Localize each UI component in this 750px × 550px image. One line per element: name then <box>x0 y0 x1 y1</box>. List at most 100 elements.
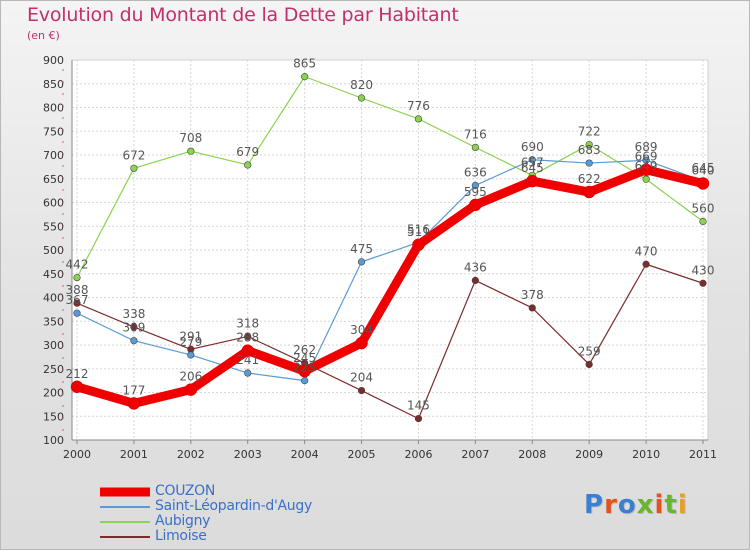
data-label-saint-leopardin-d-augy: 241 <box>236 353 259 367</box>
series-line-aubigny <box>76 76 704 279</box>
data-label-aubigny: 560 <box>692 202 715 216</box>
y-tick-label: 600 <box>43 197 64 210</box>
data-label-saint-leopardin-d-augy: 309 <box>122 321 145 335</box>
x-tick-label: 2010 <box>632 448 660 461</box>
data-point-saint-leopardin-d-augy <box>244 369 252 377</box>
data-label-couzon: 245 <box>293 351 316 365</box>
y-tick-label: 300 <box>43 339 64 352</box>
data-label-limoise: 262 <box>293 343 316 357</box>
data-point-aubigny <box>187 147 195 155</box>
data-point-couzon <box>582 185 596 199</box>
legend-item-aubigny: Aubigny <box>100 514 312 529</box>
data-label-limoise: 204 <box>350 371 373 385</box>
y-tick-label: 250 <box>43 363 64 376</box>
x-tick-label: 2003 <box>234 448 262 461</box>
y-tick-label: 850 <box>43 78 64 91</box>
data-point-limoise <box>73 299 81 307</box>
legend-item-limoise: Limoise <box>100 529 312 544</box>
data-label-aubigny: 776 <box>407 99 430 113</box>
data-point-limoise <box>244 332 252 341</box>
data-label-aubigny: 708 <box>179 131 202 145</box>
data-point-saint-leopardin-d-augy <box>73 309 81 317</box>
data-point-aubigny <box>73 273 81 282</box>
data-point-saint-leopardin-d-augy <box>585 159 593 167</box>
data-label-couzon: 595 <box>464 185 487 199</box>
data-point-limoise <box>642 260 650 268</box>
y-tick-label: 350 <box>43 315 64 328</box>
data-point-couzon <box>127 397 141 410</box>
data-point-couzon <box>526 174 539 188</box>
data-point-aubigny <box>585 140 593 149</box>
legend-label-limoise: Limoise <box>155 528 207 544</box>
legend-label-aubigny: Aubigny <box>155 513 211 529</box>
data-label-couzon: 304 <box>350 323 373 337</box>
legend-swatch-aubigny <box>100 520 150 523</box>
x-tick-label: 2005 <box>348 448 376 461</box>
data-point-limoise <box>471 276 479 285</box>
x-tick-label: 2007 <box>461 448 489 461</box>
data-point-aubigny <box>642 175 650 183</box>
data-label-aubigny: 865 <box>293 57 316 71</box>
x-tick-label: 2009 <box>575 448 603 461</box>
data-label-saint-leopardin-d-augy: 475 <box>350 242 373 256</box>
series-line-limoise <box>76 263 704 420</box>
data-label-saint-leopardin-d-augy: 645 <box>692 161 715 175</box>
data-label-couzon: 288 <box>236 331 259 345</box>
legend-label-couzon: COUZON <box>155 483 216 499</box>
data-point-aubigny <box>471 143 479 151</box>
data-point-couzon <box>412 238 425 252</box>
logo-letter: o <box>617 490 637 520</box>
data-label-saint-leopardin-d-augy: 689 <box>635 140 658 154</box>
data-point-aubigny <box>130 164 138 172</box>
data-label-aubigny: 649 <box>635 159 658 173</box>
data-point-couzon <box>696 177 710 190</box>
data-label-aubigny: 672 <box>122 148 145 162</box>
legend-label-saint-leopardin-d-augy: Saint-Léopardin-d'Augy <box>155 498 312 514</box>
x-tick-label: 2008 <box>518 448 546 461</box>
data-point-aubigny <box>414 115 423 123</box>
chart-subtitle: (en €) <box>27 29 60 42</box>
data-label-limoise: 436 <box>464 260 487 274</box>
logo-letter: x <box>636 490 655 520</box>
data-label-saint-leopardin-d-augy: 636 <box>464 165 487 179</box>
data-label-aubigny: 679 <box>236 145 259 159</box>
legend-item-couzon: COUZON <box>100 484 312 499</box>
series-line-couzon <box>72 165 708 408</box>
data-label-couzon: 206 <box>179 370 202 384</box>
y-tick-label: 750 <box>43 125 64 138</box>
y-tick-label: 100 <box>43 434 64 447</box>
series-line-saint-leopardin-d-augy <box>76 159 704 382</box>
logo-letter: i <box>654 490 665 520</box>
y-tick-label: 150 <box>43 410 64 423</box>
data-label-limoise: 388 <box>66 283 89 297</box>
data-point-couzon <box>298 364 311 378</box>
data-point-couzon <box>639 163 653 176</box>
data-label-limoise: 259 <box>578 344 601 358</box>
y-tick-label: 450 <box>43 268 64 281</box>
data-label-saint-leopardin-d-augy: 516 <box>407 222 430 236</box>
data-point-limoise <box>585 360 593 369</box>
y-tick-label: 900 <box>43 54 64 67</box>
data-label-saint-leopardin-d-augy: 367 <box>66 293 89 307</box>
data-point-saint-leopardin-d-augy <box>357 258 366 266</box>
data-point-limoise <box>414 415 423 423</box>
data-point-couzon <box>469 198 482 212</box>
data-point-limoise <box>528 304 536 312</box>
data-label-limoise: 338 <box>122 307 145 321</box>
data-label-couzon: 640 <box>692 164 715 178</box>
logo-letter: i <box>677 490 688 520</box>
y-tick-label: 650 <box>43 173 64 186</box>
data-point-limoise <box>130 323 138 331</box>
data-label-couzon: 212 <box>66 367 89 381</box>
x-tick-label: 2004 <box>291 448 319 461</box>
plot-area <box>71 59 709 441</box>
data-point-saint-leopardin-d-augy <box>130 337 138 345</box>
data-label-limoise: 470 <box>635 244 658 258</box>
data-point-saint-leopardin-d-augy <box>528 156 536 164</box>
y-tick-label: 800 <box>43 102 64 115</box>
legend: COUZON Saint-Léopardin-d'Augy Aubigny Li… <box>100 484 312 544</box>
data-label-limoise: 291 <box>179 329 202 343</box>
legend-swatch-limoise <box>100 535 150 538</box>
data-label-aubigny: 820 <box>350 78 373 92</box>
